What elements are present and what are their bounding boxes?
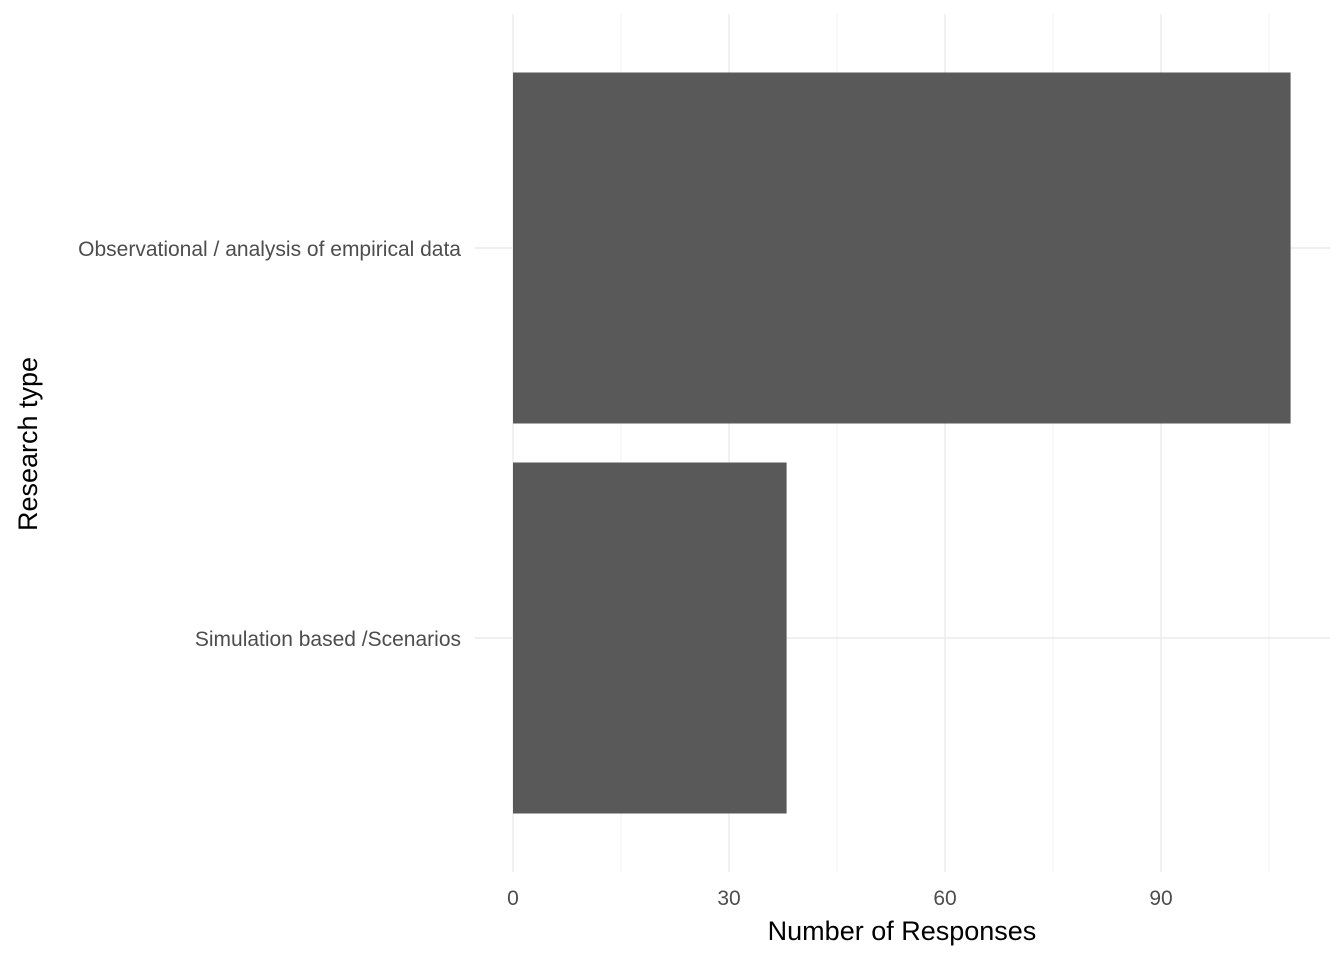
y-axis-ticks: Observational / analysis of empirical da… [78, 238, 461, 651]
x-axis-ticks: 0 30 60 90 [507, 887, 1173, 910]
x-axis-title: Number of Responses [768, 916, 1037, 946]
y-tick-label: Observational / analysis of empirical da… [78, 238, 461, 261]
y-axis-title: Research type [13, 357, 43, 531]
bar-0 [513, 72, 1291, 424]
x-tick-label: 90 [1149, 887, 1172, 910]
x-tick-label: 60 [933, 887, 956, 910]
x-tick-label: 30 [717, 887, 740, 910]
bar-1 [513, 462, 787, 814]
x-tick-label: 0 [507, 887, 519, 910]
bars-layer [513, 72, 1291, 814]
y-tick-label: Simulation based /Scenarios [195, 628, 461, 651]
